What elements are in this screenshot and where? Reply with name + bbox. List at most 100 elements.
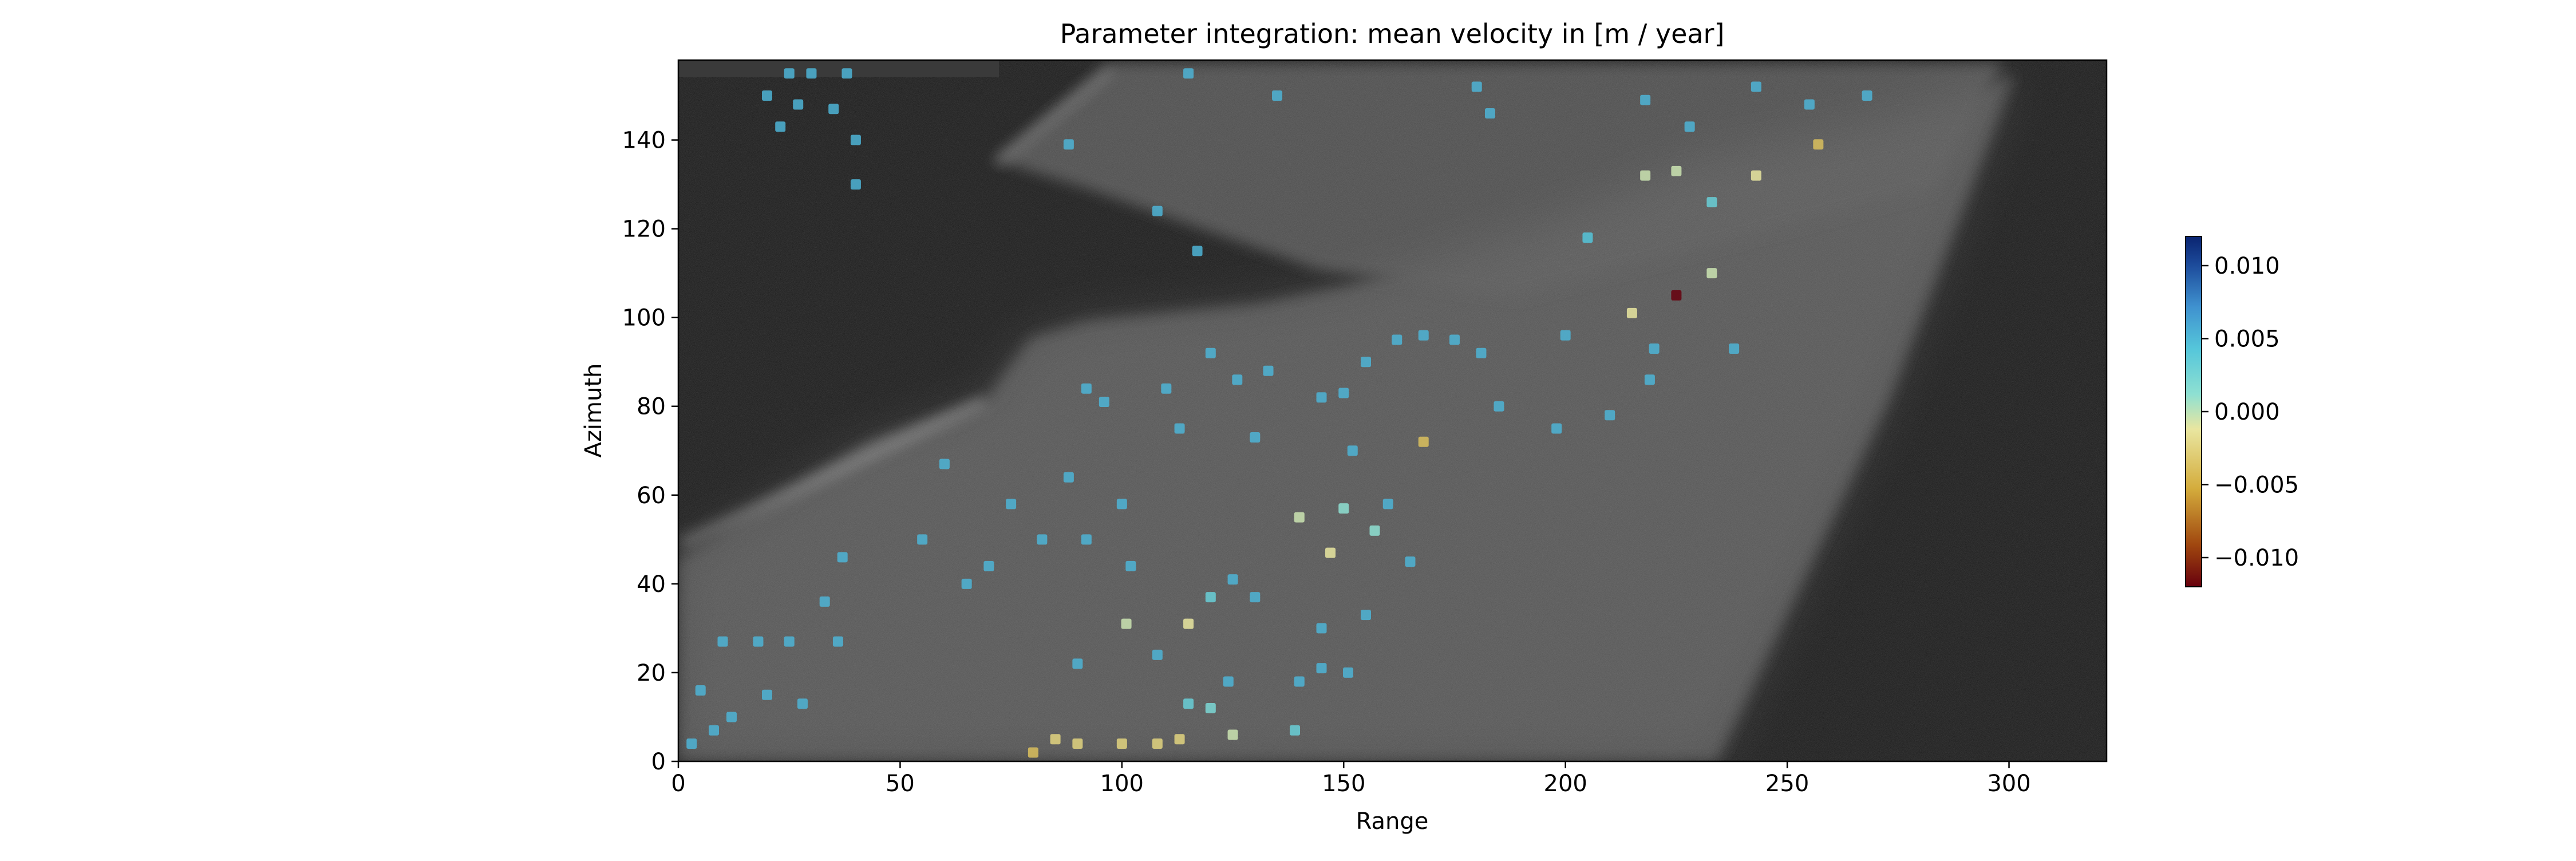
velocity-point: [1671, 290, 1682, 301]
velocity-point: [1116, 738, 1127, 749]
velocity-point: [1174, 423, 1185, 434]
y-tick-label: 120: [622, 216, 666, 243]
colorbar-tick-label: 0.000: [2214, 399, 2280, 425]
velocity-point: [1729, 343, 1740, 354]
velocity-point: [1361, 610, 1372, 621]
velocity-point: [1804, 99, 1815, 110]
velocity-point: [784, 636, 795, 647]
velocity-point: [1232, 374, 1243, 385]
velocity-point: [1316, 623, 1327, 634]
x-tick-label: 300: [1987, 771, 2030, 797]
y-tick-label: 60: [637, 483, 666, 509]
velocity-point: [1050, 734, 1061, 745]
velocity-point: [1063, 139, 1074, 150]
velocity-point: [695, 685, 706, 696]
velocity-point: [819, 596, 830, 607]
velocity-point: [1152, 649, 1163, 660]
velocity-point: [841, 68, 852, 79]
velocity-point: [1174, 734, 1185, 745]
velocity-point: [1640, 170, 1651, 181]
velocity-point: [1325, 547, 1336, 558]
velocity-point: [828, 104, 839, 114]
velocity-point: [1161, 383, 1172, 394]
y-tick-label: 40: [637, 571, 666, 598]
x-axis: 0 50 100 150 200 250 300: [671, 761, 2031, 797]
velocity-point: [1471, 81, 1482, 92]
velocity-point: [1037, 534, 1048, 545]
velocity-point: [793, 99, 804, 110]
colorbar-tick-label: 0.010: [2214, 253, 2280, 279]
velocity-point: [837, 552, 848, 563]
velocity-point: [1605, 410, 1615, 421]
velocity-point: [1640, 94, 1651, 105]
velocity-point: [1072, 738, 1083, 749]
velocity-point: [1418, 330, 1429, 341]
velocity-point: [850, 135, 861, 145]
velocity-point: [1316, 663, 1327, 674]
velocity-point: [1081, 534, 1092, 545]
colorbar-gradient: [2185, 236, 2202, 587]
colorbar: 0.010 0.005 0.000 −0.005 −0.010: [2185, 236, 2299, 587]
velocity-point: [1551, 423, 1562, 434]
velocity-point: [1338, 503, 1349, 514]
velocity-point: [939, 459, 950, 469]
velocity-point: [1405, 556, 1416, 567]
velocity-point: [1263, 365, 1274, 376]
y-axis: 0 20 40 60 80 100 120 140: [622, 128, 678, 775]
velocity-point: [1813, 139, 1824, 150]
velocity-point: [1316, 392, 1327, 403]
x-tick-label: 0: [671, 771, 685, 797]
velocity-point: [1125, 560, 1136, 571]
velocity-point: [1418, 436, 1429, 447]
y-tick-label: 80: [637, 394, 666, 420]
velocity-point: [1582, 232, 1593, 243]
velocity-point: [1272, 90, 1283, 101]
velocity-point: [1649, 343, 1660, 354]
velocity-point: [1250, 432, 1261, 443]
velocity-point: [1205, 347, 1216, 358]
velocity-point: [1116, 499, 1127, 510]
colorbar-tick-label: −0.010: [2214, 545, 2299, 571]
velocity-point: [983, 560, 994, 571]
velocity-point: [1192, 246, 1203, 256]
velocity-point: [1227, 574, 1238, 585]
velocity-point: [1449, 334, 1460, 345]
velocity-points: [686, 68, 1872, 758]
chart-title: Parameter integration: mean velocity in …: [1060, 18, 1725, 49]
velocity-point: [1343, 667, 1354, 678]
velocity-point: [1706, 268, 1717, 279]
velocity-point: [1751, 170, 1761, 181]
velocity-point: [1121, 618, 1132, 629]
velocity-point: [1338, 388, 1349, 398]
velocity-point: [1347, 445, 1358, 456]
velocity-point: [1223, 676, 1234, 687]
velocity-point: [832, 636, 843, 647]
x-tick-label: 200: [1544, 771, 1587, 797]
velocity-point: [717, 636, 728, 647]
velocity-point: [1671, 165, 1682, 176]
velocity-point: [1183, 68, 1194, 79]
y-tick-label: 20: [637, 660, 666, 686]
velocity-point: [761, 90, 772, 101]
velocity-point: [1644, 374, 1655, 385]
velocity-point: [1205, 702, 1216, 713]
x-tick-label: 50: [886, 771, 915, 797]
velocity-point: [708, 725, 719, 736]
velocity-point: [1862, 90, 1872, 101]
x-axis-label: Range: [1356, 808, 1429, 835]
velocity-point: [1250, 592, 1261, 603]
velocity-point: [850, 179, 861, 190]
velocity-point: [753, 636, 764, 647]
velocity-point: [775, 121, 786, 132]
velocity-point: [1081, 383, 1092, 394]
velocity-point: [686, 738, 697, 749]
y-tick-label: 140: [622, 128, 666, 154]
velocity-point: [1294, 512, 1305, 523]
velocity-point: [806, 68, 817, 79]
velocity-point: [1183, 698, 1194, 709]
velocity-point: [1476, 347, 1487, 358]
velocity-point: [1361, 357, 1372, 368]
colorbar-tick-label: −0.005: [2214, 472, 2299, 499]
